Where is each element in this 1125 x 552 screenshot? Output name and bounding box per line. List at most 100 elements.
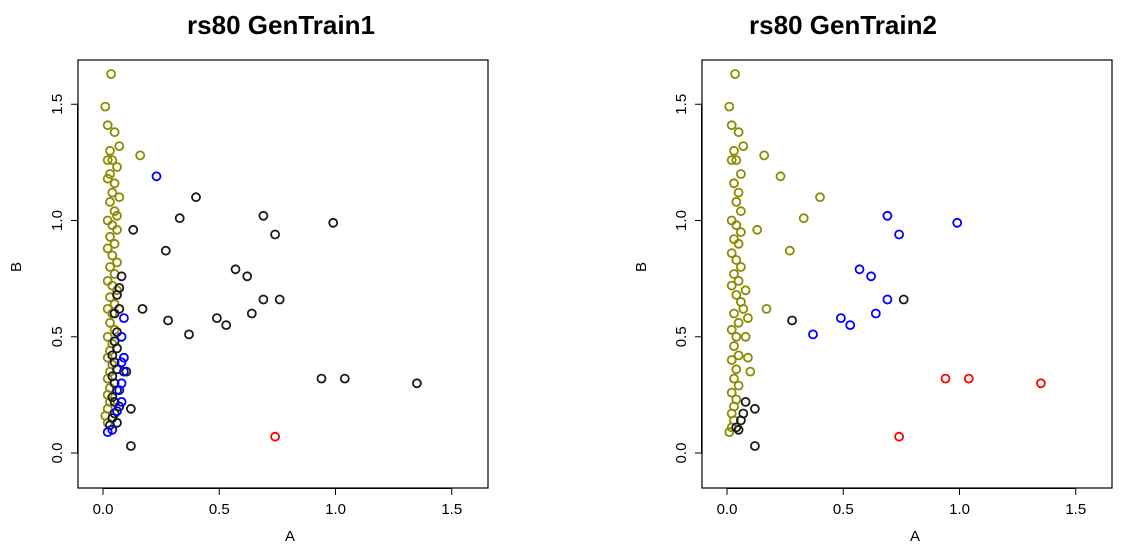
data-point bbox=[221, 320, 232, 331]
data-point bbox=[106, 69, 116, 79]
data-point bbox=[738, 141, 749, 152]
y-tick-label: 0.0 bbox=[49, 443, 66, 464]
y-tick-label: 1.0 bbox=[673, 210, 690, 231]
data-point bbox=[729, 373, 739, 384]
data-point bbox=[729, 269, 739, 279]
data-point bbox=[102, 173, 113, 184]
data-point bbox=[163, 315, 174, 326]
data-point bbox=[729, 341, 739, 352]
data-point bbox=[729, 234, 739, 245]
data-point bbox=[815, 192, 825, 203]
scatter-plot-gentrain1: 0.0 0.5 1.0 1.5 0.0 0.5 1.0 1.5 bbox=[49, 59, 489, 518]
data-point bbox=[112, 162, 122, 172]
data-point bbox=[102, 275, 113, 286]
data-point bbox=[316, 373, 327, 384]
data-point bbox=[726, 120, 737, 131]
data-point bbox=[733, 317, 744, 328]
data-point bbox=[726, 324, 737, 335]
data-point bbox=[963, 373, 974, 384]
data-point bbox=[107, 392, 118, 403]
data-point bbox=[854, 264, 865, 275]
data-point bbox=[729, 178, 739, 189]
data-point bbox=[270, 431, 281, 442]
chart-title: rs80 GenTrain2 bbox=[749, 10, 937, 40]
y-tick-label: 1.5 bbox=[673, 94, 690, 115]
data-point bbox=[102, 243, 113, 254]
data-point bbox=[109, 324, 120, 335]
data-point bbox=[105, 262, 115, 272]
data-point bbox=[731, 289, 742, 300]
data-point bbox=[112, 289, 122, 300]
data-point bbox=[112, 343, 122, 354]
data-point bbox=[114, 385, 125, 396]
data-point bbox=[731, 422, 742, 433]
data-point bbox=[246, 308, 257, 319]
x-tick-label: 1.0 bbox=[949, 501, 970, 518]
data-point bbox=[866, 271, 877, 282]
data-point bbox=[105, 169, 115, 179]
data-point bbox=[729, 145, 739, 156]
x-tick-label: 0.0 bbox=[717, 501, 738, 518]
data-point bbox=[109, 408, 120, 419]
data-point bbox=[116, 357, 127, 368]
data-point bbox=[726, 215, 737, 226]
data-point bbox=[112, 406, 122, 417]
data-point bbox=[898, 294, 909, 305]
data-point bbox=[749, 441, 760, 451]
data-point bbox=[107, 155, 118, 166]
data-point bbox=[1035, 378, 1046, 389]
x-tick-label: 1.5 bbox=[441, 501, 462, 518]
data-point bbox=[870, 308, 881, 319]
data-point bbox=[731, 331, 742, 342]
data-point bbox=[894, 431, 905, 442]
data-point bbox=[116, 331, 127, 342]
data-point bbox=[112, 210, 122, 221]
data-point bbox=[735, 206, 746, 217]
data-point bbox=[731, 255, 742, 265]
data-point bbox=[119, 313, 129, 324]
data-point bbox=[761, 303, 772, 314]
y-tick-label: 0.5 bbox=[49, 326, 66, 347]
data-point bbox=[211, 313, 222, 324]
data-point bbox=[724, 101, 735, 112]
data-point bbox=[735, 227, 746, 238]
data-point bbox=[258, 210, 269, 221]
data-point bbox=[114, 141, 125, 152]
data-point bbox=[808, 329, 818, 340]
plot-frame bbox=[701, 59, 1113, 489]
y-tick-label: 1.5 bbox=[49, 94, 66, 115]
data-point bbox=[339, 373, 350, 384]
data-point bbox=[940, 373, 951, 384]
data-point bbox=[328, 217, 339, 228]
data-point bbox=[107, 220, 118, 231]
data-point bbox=[733, 350, 744, 361]
y-tick-label: 0.5 bbox=[673, 326, 690, 347]
data-point bbox=[102, 215, 113, 226]
data-point bbox=[125, 403, 136, 414]
data-point bbox=[726, 355, 737, 365]
data-point bbox=[735, 262, 746, 272]
data-point bbox=[798, 213, 809, 224]
data-point bbox=[102, 427, 113, 438]
y-tick-label: 0.0 bbox=[673, 443, 690, 464]
data-point bbox=[160, 245, 171, 256]
plot-frame bbox=[77, 59, 489, 489]
data-point bbox=[726, 248, 737, 259]
data-point bbox=[174, 213, 185, 224]
x-axis-label: A bbox=[910, 528, 921, 545]
data-point bbox=[759, 150, 770, 161]
data-point bbox=[102, 331, 113, 342]
data-point bbox=[105, 231, 115, 242]
data-point bbox=[107, 424, 118, 435]
data-point bbox=[137, 303, 148, 314]
data-point bbox=[242, 271, 253, 282]
data-point bbox=[258, 294, 269, 305]
chart-panel-gentrain1: rs80 GenTrain1 0.0 0.5 1.0 1.5 0.0 0.5 1.0 1.5 … bbox=[0, 0, 562, 552]
data-point bbox=[102, 155, 113, 166]
data-point bbox=[114, 303, 125, 314]
x-tick-label: 0.0 bbox=[93, 501, 114, 518]
data-point bbox=[729, 308, 739, 319]
x-axis-label: A bbox=[285, 528, 296, 545]
data-point bbox=[731, 220, 742, 231]
data-point bbox=[894, 229, 905, 240]
